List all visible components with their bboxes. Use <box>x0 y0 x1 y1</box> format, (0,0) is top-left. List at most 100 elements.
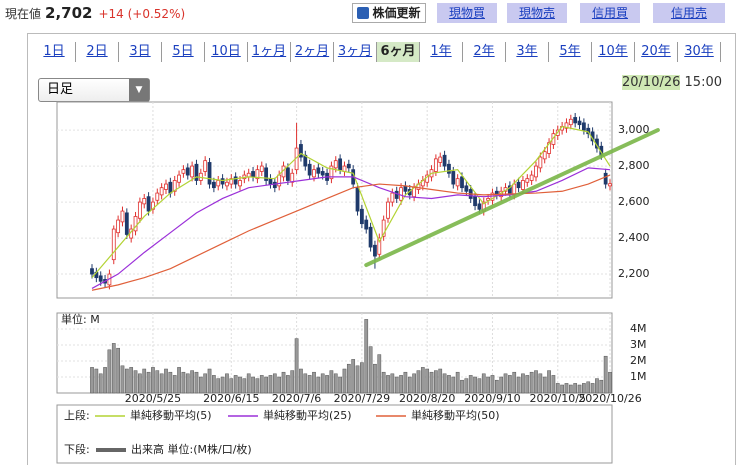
period-tab[interactable]: 1年 <box>420 42 463 62</box>
x-tick-label: 2020/10/5 <box>530 392 586 405</box>
candle-body <box>172 180 177 192</box>
candle-body <box>568 118 573 126</box>
volume-bar <box>316 376 321 394</box>
button[interactable]: 現物売 <box>507 3 567 23</box>
change: +14 (+0.52%) <box>98 7 186 21</box>
period-tab[interactable]: 5日 <box>162 42 205 62</box>
volume-bar <box>503 373 508 394</box>
candle-body <box>159 187 164 196</box>
legend-label: 単純移動平均(50) <box>411 408 500 422</box>
candle-body <box>185 167 190 176</box>
volume-bar <box>181 371 186 394</box>
volume-bar <box>573 383 578 394</box>
volume-bar <box>120 365 125 394</box>
volume-bar <box>547 370 551 394</box>
candle-body <box>329 165 334 180</box>
volume-bar <box>155 370 160 394</box>
period-tab[interactable]: 30年 <box>678 42 721 62</box>
volume-bar <box>416 370 421 394</box>
candle-body <box>233 176 238 185</box>
volume-bar <box>377 354 382 394</box>
volume-bar <box>216 378 221 394</box>
volume-bar <box>242 378 247 394</box>
volume-axis-label: 単位: M <box>61 312 100 326</box>
volume-bar <box>177 367 181 394</box>
candle-body <box>377 237 382 255</box>
volume-bar <box>138 373 142 394</box>
candle-body <box>577 120 582 126</box>
period-tab[interactable]: 3日 <box>119 42 162 62</box>
candle-body <box>473 196 477 207</box>
candle-body <box>133 216 138 232</box>
period-tab[interactable]: 2年 <box>463 42 506 62</box>
candle-body <box>299 144 303 158</box>
dropdown-arrow[interactable]: ▼ <box>129 79 149 101</box>
volume-bar <box>486 376 490 394</box>
x-tick-label: 2020/8/20 <box>399 392 455 405</box>
volume-bar <box>238 376 242 394</box>
candle-body <box>277 174 282 187</box>
candle-body <box>529 174 534 181</box>
volume-bar <box>542 376 547 394</box>
button[interactable]: 株価更新 <box>352 3 426 23</box>
candle-body <box>477 203 482 210</box>
period-tab[interactable]: 10年 <box>592 42 635 62</box>
moving-average-line <box>91 174 611 291</box>
period-tab[interactable]: 2日 <box>76 42 119 62</box>
period-tab[interactable]: 1ヶ月 <box>248 42 291 62</box>
candle-body <box>216 180 221 187</box>
candle-body <box>438 156 443 163</box>
x-tick-label: 2020/5/25 <box>125 392 181 405</box>
volume-bar <box>595 378 599 394</box>
period-tab[interactable]: 6ヶ月 <box>377 42 420 62</box>
volume-bar <box>133 370 138 394</box>
period-tab[interactable]: 1日 <box>33 42 76 62</box>
volume-bar <box>407 376 412 394</box>
candle-body <box>460 176 464 189</box>
volume-bar <box>490 375 495 394</box>
period-tab[interactable]: 20年 <box>635 42 678 62</box>
volume-bar <box>194 371 199 394</box>
volume-bar <box>164 368 168 394</box>
volume-bar <box>390 373 395 394</box>
candle-body <box>608 183 612 187</box>
price-frame <box>56 101 613 299</box>
volume-bar <box>560 384 564 394</box>
volume-bar <box>129 367 134 394</box>
period-tab[interactable]: 5年 <box>549 42 592 62</box>
volume-bar <box>225 373 229 394</box>
volume-bar <box>577 384 582 394</box>
volume-bar <box>590 383 595 394</box>
volume-bar <box>255 378 260 394</box>
candle-body <box>211 181 216 189</box>
volume-bar <box>124 368 129 394</box>
candle-body <box>90 268 94 275</box>
candle-body <box>403 185 408 192</box>
volume-bar <box>90 367 94 394</box>
candle-body <box>207 162 212 185</box>
button-label: 信用売 <box>670 6 707 20</box>
period-tab[interactable]: 2ヶ月 <box>291 42 334 62</box>
candle-body <box>542 151 547 160</box>
period-tab[interactable]: 3ヶ月 <box>334 42 377 62</box>
candle-body <box>164 183 168 190</box>
candle-body <box>516 181 521 189</box>
period-tab[interactable]: 3年 <box>506 42 549 62</box>
candle-body <box>307 163 312 176</box>
candle-body <box>433 158 438 172</box>
y-tick-label: 3,000 <box>618 123 650 136</box>
dropdown[interactable]: 日足 ▼ <box>38 78 150 102</box>
period-tab[interactable]: 10日 <box>205 42 248 62</box>
volume-bar <box>342 368 347 394</box>
x-tick-label: 2020/7/6 <box>272 392 321 405</box>
button[interactable]: 信用売 <box>653 3 725 23</box>
volume-bar <box>251 376 255 394</box>
candle-body <box>146 196 151 212</box>
button[interactable]: 現物買 <box>437 3 497 23</box>
x-tick-label: 2020/7/29 <box>334 392 390 405</box>
candle-body <box>507 185 512 194</box>
y-tick-label: 2M <box>630 354 647 367</box>
candle-body <box>333 160 338 169</box>
dropdown-value: 日足 <box>47 82 74 97</box>
button[interactable]: 信用買 <box>580 3 640 23</box>
